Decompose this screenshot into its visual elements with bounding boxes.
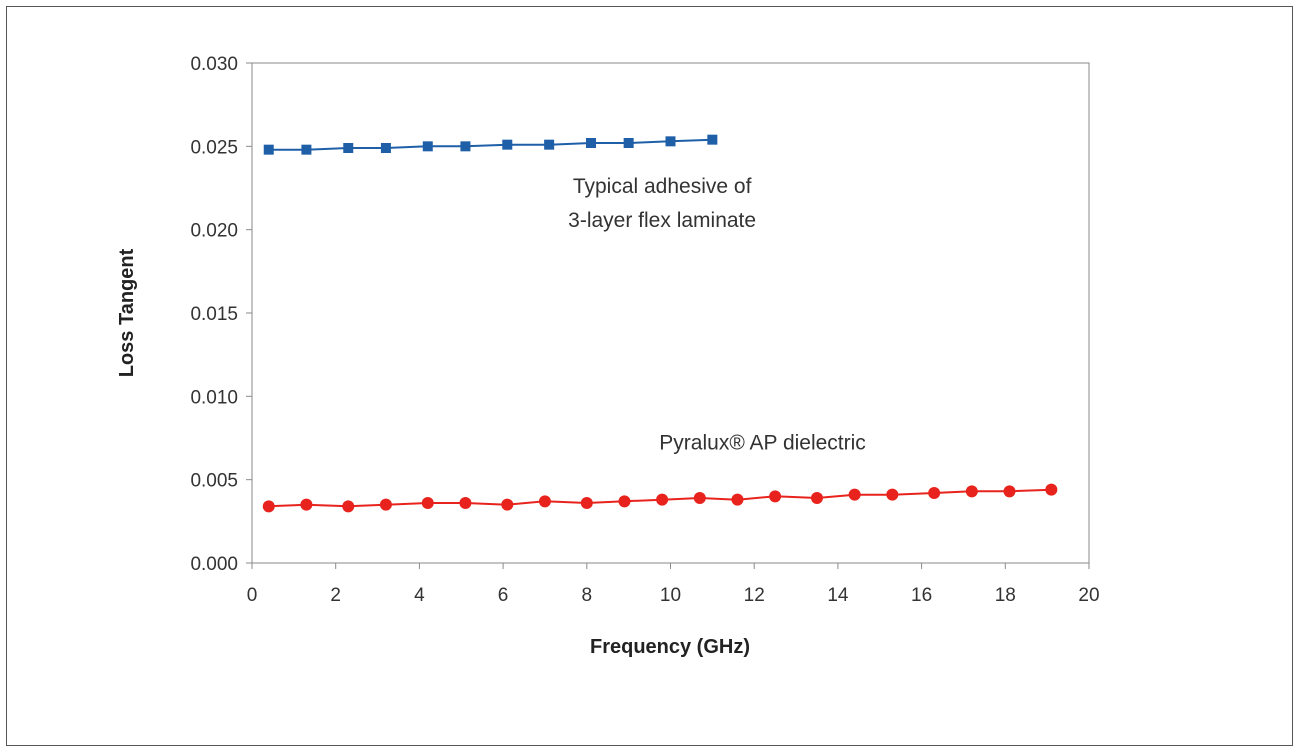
series-2-point [421,497,434,509]
series-1-point [343,143,354,153]
series-2-point [300,498,313,511]
series-2-point [459,497,472,509]
series-1-point [544,139,555,150]
series-2-point [769,490,782,503]
series-1-point [665,136,676,147]
annotation-1-line-2: 3-layer flex laminate [568,209,756,232]
x-tick-label: 10 [660,585,681,606]
series-2-point [1045,483,1058,496]
series-2-point [538,495,551,508]
series-1-point [502,139,513,150]
y-axis: 0.000 0.005 0.010 0.015 0.020 0.025 0.030 [190,54,252,575]
series-2-point [965,485,978,498]
x-tick-label: 16 [911,585,932,606]
x-tick-label: 6 [498,585,509,606]
series-1-point [263,144,274,155]
x-tick-label: 2 [330,585,341,606]
series-group [262,134,1058,513]
series-2-point [810,492,823,504]
series-2-point [618,495,631,508]
x-tick-label: 12 [744,585,765,606]
series-2-point [379,498,392,511]
series-2-point [1003,485,1016,498]
x-tick-label: 18 [995,585,1016,606]
series-2-point [928,487,941,499]
y-tick-label: 0.020 [190,221,238,242]
series-2-point [886,488,899,501]
series-2-point [342,500,355,513]
series-1-point [422,141,433,152]
x-tick-label: 14 [827,585,849,606]
y-tick-label: 0.025 [190,137,238,158]
series-1-point [301,144,312,155]
series-2-point [848,488,861,501]
x-tick-label: 8 [582,585,593,606]
x-tick-label: 0 [247,585,258,606]
annotation-1-line-1: Typical adhesive of [573,175,752,198]
series-2-point [262,500,275,513]
series-1-point [707,134,718,145]
annotations: Typical adhesive of 3-layer flex laminate… [568,175,866,455]
series-1-point [585,138,596,148]
series-2-point [501,498,514,511]
series-1-point [380,143,391,153]
series-2-point [693,492,706,504]
x-tick-label: 4 [414,585,425,606]
y-tick-label: 0.030 [190,54,238,75]
y-axis-title: Loss Tangent [116,248,138,377]
y-tick-label: 0.010 [190,387,238,408]
loss-tangent-chart: 0.000 0.005 0.010 0.015 0.020 0.025 0.030 0 2 4 6… [116,54,1100,658]
annotation-2-line-1: Pyralux® AP dielectric [659,432,866,455]
series-1-point [460,141,471,152]
series-1-point [623,138,634,148]
series-2-point [656,493,669,506]
y-tick-label: 0.015 [190,304,238,325]
x-axis: 0 2 4 6 8 10 12 14 16 18 20 [247,563,1100,606]
y-tick-label: 0.000 [190,554,238,575]
y-tick-label: 0.005 [190,471,238,492]
chart-frame [6,6,1293,746]
x-axis-title: Frequency (GHz) [590,636,750,658]
series-1-line [268,138,713,151]
series-2-point [731,493,744,506]
x-tick-label: 20 [1078,585,1099,606]
series-2-point [580,497,593,509]
